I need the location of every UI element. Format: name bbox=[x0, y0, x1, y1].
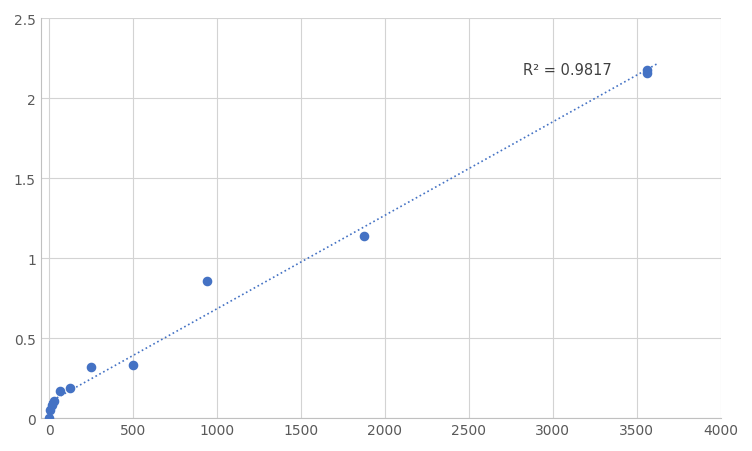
Point bbox=[46, 402, 58, 409]
Point bbox=[53, 387, 65, 395]
Point bbox=[44, 407, 56, 414]
Text: R² = 0.9817: R² = 0.9817 bbox=[523, 63, 611, 78]
Point bbox=[201, 277, 213, 285]
Point bbox=[641, 67, 653, 74]
Point bbox=[85, 364, 97, 371]
Point bbox=[641, 70, 653, 77]
Point bbox=[43, 415, 55, 422]
Point bbox=[358, 233, 370, 240]
Point bbox=[127, 362, 139, 369]
Point bbox=[64, 384, 76, 391]
Point bbox=[48, 397, 60, 405]
